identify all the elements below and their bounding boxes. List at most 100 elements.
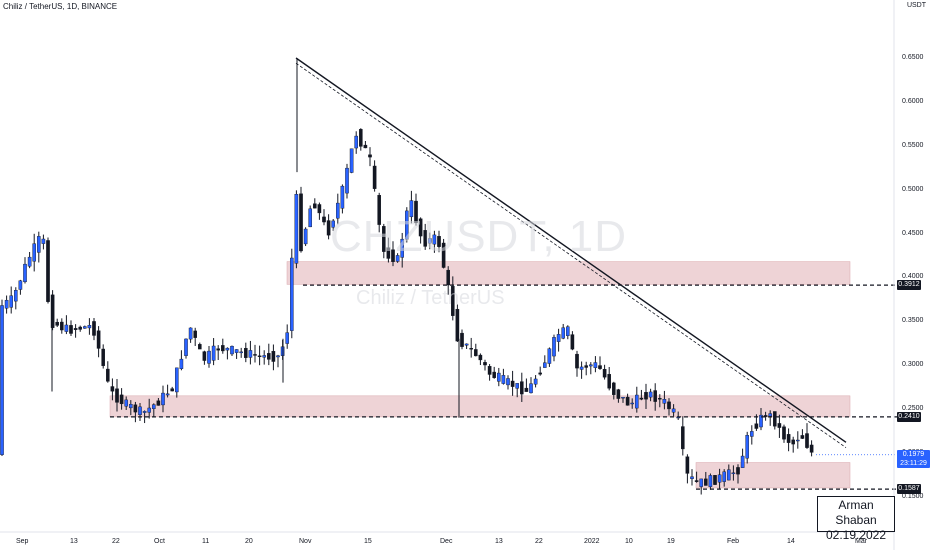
- candle-down: [322, 216, 326, 223]
- candle-down: [474, 349, 478, 357]
- candle-up: [750, 431, 754, 437]
- candle-down: [60, 321, 64, 331]
- time-tick: Nov: [299, 538, 312, 545]
- time-tick: Dec: [440, 538, 453, 545]
- candle-down: [612, 382, 616, 395]
- candle-up: [308, 208, 313, 228]
- candle-up: [731, 472, 736, 475]
- author-date: 02.19.2022: [825, 528, 887, 542]
- candle-down: [216, 348, 221, 351]
- candle-down: [639, 397, 644, 400]
- candle-up: [285, 332, 290, 344]
- candle-down: [602, 368, 607, 378]
- author-name: Arman Shaban: [835, 498, 877, 527]
- candle-up: [543, 362, 547, 368]
- candle-up: [497, 372, 501, 382]
- candle-down: [478, 354, 483, 361]
- candlestick-series: [0, 58, 814, 495]
- time-tick: Oct: [154, 538, 165, 545]
- candle-up: [248, 350, 253, 358]
- candle-down: [524, 387, 529, 392]
- candle-up: [165, 393, 170, 396]
- candle-up: [630, 402, 634, 405]
- candle-down: [694, 480, 699, 482]
- candle-down: [267, 353, 271, 360]
- candle-down: [584, 365, 588, 368]
- time-tick: 19: [667, 538, 675, 545]
- candle-down: [625, 396, 630, 406]
- time-tick: 20: [245, 538, 253, 545]
- candle-down: [257, 355, 262, 358]
- candle-up: [151, 404, 156, 409]
- price-zone: [109, 395, 851, 418]
- candle-up: [759, 414, 763, 428]
- candle-up: [294, 194, 299, 264]
- candle-down: [78, 326, 82, 330]
- candle-down: [391, 249, 395, 262]
- candle-down: [777, 423, 782, 428]
- candle-up: [303, 228, 308, 245]
- candle-down: [685, 456, 690, 474]
- level-label-0.2410: 0.2410: [897, 412, 921, 422]
- descending-trendline: [295, 57, 847, 443]
- candle-up: [566, 326, 570, 336]
- candle-down: [809, 444, 814, 453]
- support-resistance-zones: [109, 261, 851, 489]
- candle-up: [671, 408, 676, 413]
- candle-down: [773, 411, 777, 427]
- candle-down: [363, 144, 368, 149]
- candle-up: [662, 399, 667, 404]
- candle-up: [331, 220, 336, 228]
- candle-down: [105, 368, 110, 382]
- time-tick: 11: [202, 538, 210, 545]
- candle-up: [124, 399, 128, 407]
- candle-down: [437, 236, 441, 247]
- candle-up: [717, 474, 722, 483]
- candle-up: [27, 256, 32, 267]
- candle-up: [41, 238, 46, 244]
- candle-down: [483, 362, 487, 366]
- price-tick: 0.6500: [902, 54, 924, 61]
- candle-up: [262, 355, 267, 358]
- price-tick: 0.4500: [902, 229, 924, 237]
- candle-down: [446, 269, 451, 286]
- candle-down: [243, 348, 248, 358]
- candle-down: [156, 400, 161, 406]
- candle-down: [736, 467, 740, 475]
- candle-down: [510, 380, 515, 387]
- candle-down: [418, 218, 423, 237]
- candle-up: [336, 202, 340, 219]
- time-tick: Mar: [855, 538, 868, 545]
- candle-up: [23, 263, 27, 283]
- candle-down: [92, 321, 96, 336]
- candle-up: [556, 334, 561, 342]
- candle-up: [740, 455, 745, 468]
- candle-up: [547, 348, 552, 364]
- candle-up: [230, 345, 234, 355]
- candle-down: [616, 389, 621, 399]
- candle-up: [533, 378, 538, 385]
- current-price-label: 0.1979 23:11:29: [897, 450, 930, 468]
- candle-down: [791, 439, 795, 445]
- candle-up: [635, 394, 639, 409]
- candle-down: [575, 353, 579, 369]
- candle-down: [607, 374, 611, 389]
- candle-up: [745, 435, 749, 459]
- level-label-0.3912: 0.3912: [897, 280, 921, 290]
- level-label-0.1587: 0.1587: [897, 484, 921, 494]
- countdown-timer: 23:11:29: [900, 460, 927, 467]
- candle-down: [786, 434, 791, 443]
- candle-up: [161, 392, 165, 406]
- time-tick: Sep: [16, 538, 29, 545]
- candle-up: [354, 135, 359, 149]
- candle-down: [386, 247, 391, 259]
- candle-up: [225, 347, 230, 351]
- candle-up: [276, 355, 280, 358]
- candle-up: [621, 396, 625, 399]
- candle-down: [271, 350, 276, 362]
- candle-down: [115, 388, 119, 403]
- time-tick: 22: [112, 538, 120, 545]
- candle-down: [193, 330, 198, 338]
- time-tick: 13: [495, 538, 503, 545]
